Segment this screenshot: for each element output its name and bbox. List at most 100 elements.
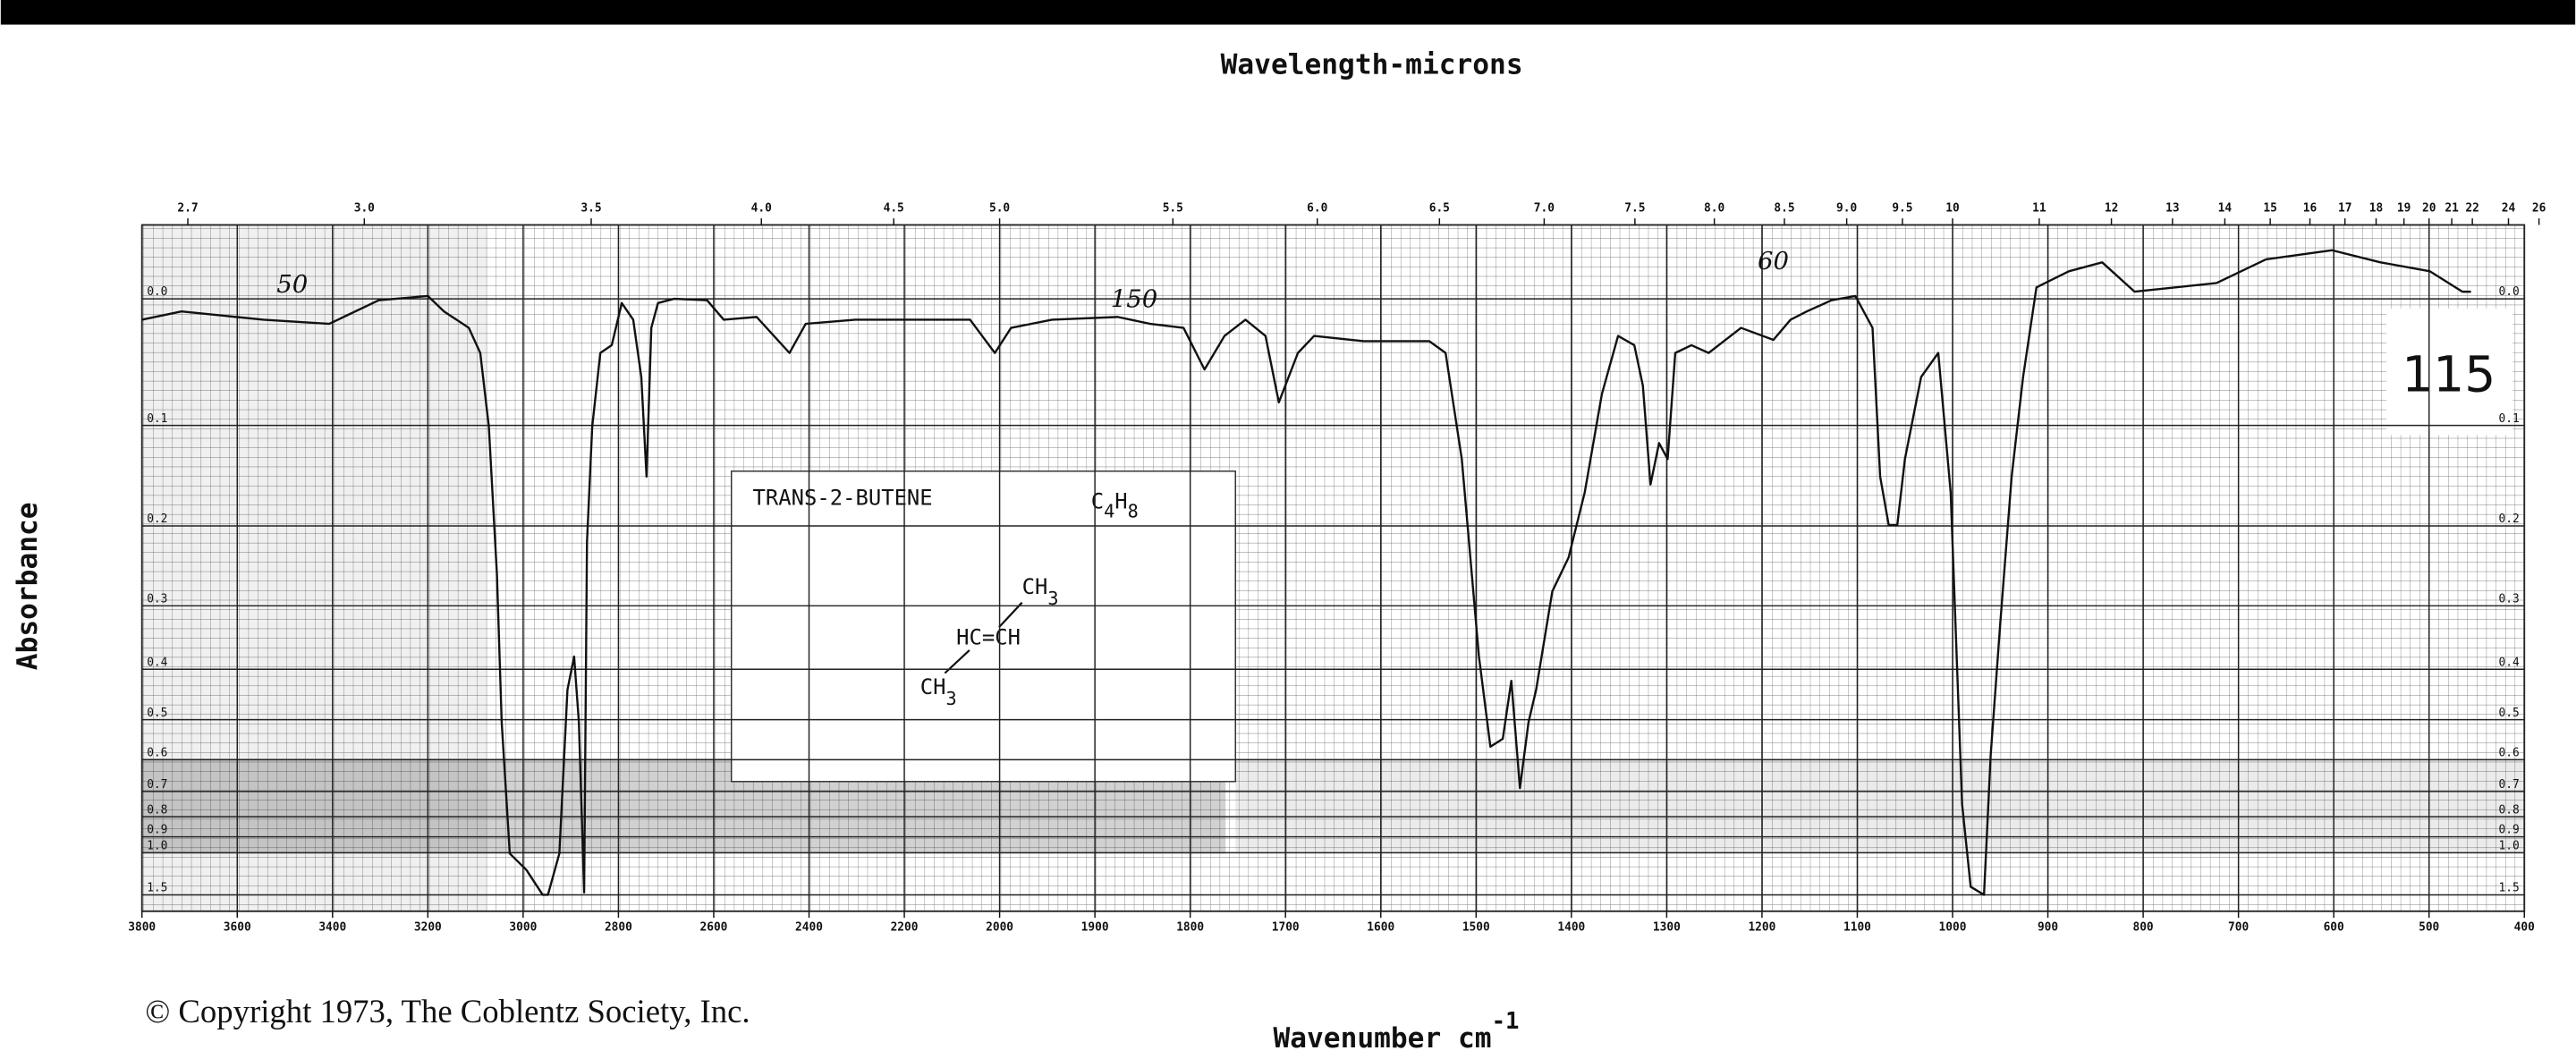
x-tick-label: 3200 [414,921,442,935]
x2-tick-label: 4.0 [751,202,772,216]
shaded-band [1235,758,2525,854]
inset-box [730,470,1236,783]
y-tick-label: 0.1 [147,412,167,426]
x2-tick-label: 22 [2465,202,2479,216]
plot-grid [140,224,2526,912]
x2-tick-label: 24 [2502,202,2516,216]
x2-tick-label: 7.0 [1534,202,1555,216]
x-tick-label: 1900 [1081,921,1109,935]
x-tick-label: 1300 [1653,921,1681,935]
x2-axis-label: Wavelength-microns [1221,48,1523,80]
x2-tick-label: 5.0 [989,202,1010,216]
x2-tick-label: 19 [2397,202,2411,216]
structure-middle: HC=CH [956,625,1021,650]
y-tick-label: 0.1 [2499,412,2520,426]
x2-tick-label: 8.0 [1704,202,1724,216]
x2-tick-label: 12 [2105,202,2118,216]
y-tick-label: 0.0 [2499,285,2520,299]
x2-tick-label: 13 [2165,202,2179,216]
y-tick-label: 0.5 [2499,707,2520,720]
shaded-region [141,225,487,911]
x-tick-label: 2800 [605,921,632,935]
y-tick-label: 0.6 [147,747,167,760]
y-tick-label: 0.7 [2499,778,2520,792]
y-tick-label: 0.8 [2499,803,2520,817]
annotation: 50 [276,270,308,299]
x-tick-label: 500 [2419,921,2439,935]
y-tick-label: 0.7 [147,778,167,792]
x-tick-label: 3800 [128,921,156,935]
structure-part: 3 [1047,588,1058,609]
x-tick-label: 1200 [1748,921,1775,935]
x2-tick-label: 3.5 [580,202,601,216]
x-tick-label: 700 [2228,921,2249,935]
x2-tick-label: 20 [2422,202,2436,216]
x2-tick-label: 18 [2369,202,2383,216]
formula: C4H8 [1091,488,1139,521]
x-tick-label: 1500 [1462,921,1490,935]
y-tick-label: 0.3 [147,592,167,606]
y-tick-label: 0.4 [147,656,167,669]
x2-tick-label: 15 [2263,202,2276,216]
compound-name: TRANS-2-BUTENE [753,486,933,511]
y-tick-label: 1.5 [147,882,167,895]
x-tick-label: 1100 [1843,921,1871,935]
x2-tick-label: 21 [2445,202,2459,216]
y-tick-label: 0.6 [2499,747,2520,760]
spectrum-line [141,249,2471,896]
formula-part: H [1114,488,1127,513]
y-tick-label: 0.8 [147,803,167,817]
y-axis-label: Absorbance [12,502,44,670]
x2-tick-label: 10 [1945,202,1959,216]
bond [998,601,1023,628]
sample-box [2386,309,2513,436]
copyright: © Copyright 1973, The Coblentz Society, … [145,993,750,1029]
x-tick-label: 3000 [509,921,537,935]
x-tick-label: 2200 [891,921,919,935]
structure-part: CH [1022,574,1048,599]
x2-tick-label: 6.5 [1429,202,1450,216]
annotation: 150 [1111,284,1158,313]
y-tick-label: 1.0 [147,840,167,853]
x-axis-label-superscript: -1 [1492,1007,1520,1034]
structure-part: 3 [946,687,957,708]
x-tick-label: 1700 [1272,921,1300,935]
x2-tick-label: 3.0 [354,202,375,216]
x-tick-label: 1600 [1367,921,1394,935]
x2-tick-label: 9.0 [1836,202,1857,216]
x-tick-label: 1000 [1939,921,1967,935]
y-tick-label: 0.9 [147,824,167,837]
x-tick-label: 2600 [700,921,728,935]
x2-tick-label: 8.5 [1774,202,1794,216]
sample-number: 115 [2402,345,2496,402]
structure-top: CH3 [1022,574,1059,609]
y-tick-label: 0.2 [2499,513,2520,526]
y-tick-label: 0.4 [2499,656,2520,669]
y-tick-label: 0.2 [147,513,167,526]
x2-tick-label: 11 [2032,202,2046,216]
x-tick-label: 3600 [224,921,251,935]
x-axis-label: Wavenumber cm-1 [1273,1007,1519,1055]
formula-part: C [1091,488,1104,513]
y-tick-label: 0.9 [2499,824,2520,837]
x2-tick-label: 14 [2218,202,2233,216]
y-tick-label: 0.0 [147,285,167,299]
x-tick-label: 2000 [986,921,1013,935]
x-tick-label: 1800 [1176,921,1204,935]
top-bar [0,0,2576,25]
x-tick-label: 1400 [1557,921,1585,935]
x2-tick-label: 5.5 [1163,202,1183,216]
y-tick-label: 0.3 [2499,592,2520,606]
x-tick-label: 2400 [795,921,823,935]
formula-part: 4 [1104,500,1114,521]
x2-tick-label: 7.5 [1624,202,1645,216]
x2-tick-label: 26 [2532,202,2546,216]
x-tick-label: 800 [2132,921,2153,935]
y-tick-label: 1.0 [2499,840,2520,853]
x-axis-label-text: Wavenumber cm [1273,1022,1491,1055]
x2-tick-label: 2.7 [177,202,198,216]
x-tick-label: 400 [2514,921,2535,935]
annotation: 60 [1758,247,1789,275]
x2-tick-label: 6.0 [1307,202,1327,216]
